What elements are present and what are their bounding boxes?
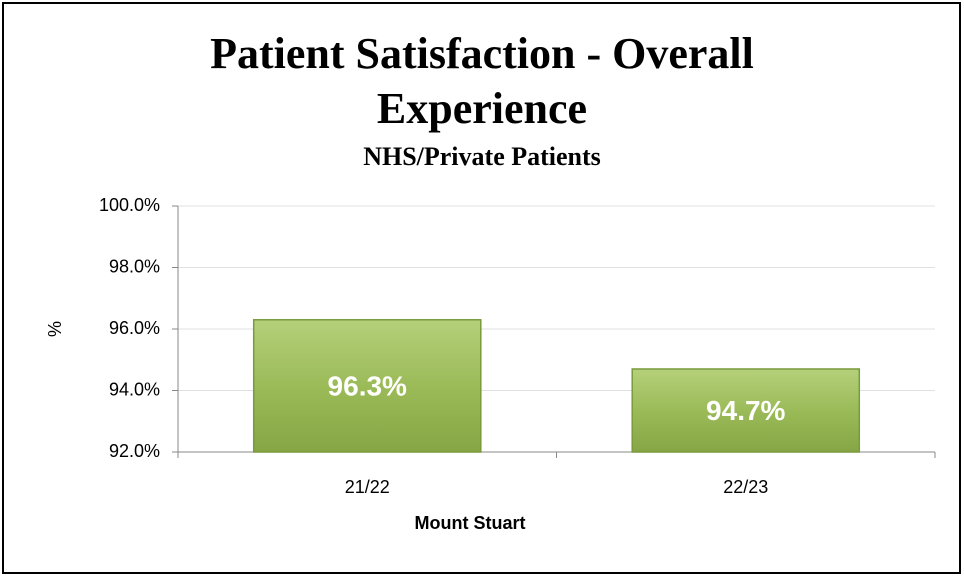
x-tick-label: 21/22 <box>345 477 390 497</box>
y-tick-label: 100.0% <box>99 195 160 215</box>
chart-subtitle: NHS/Private Patients <box>363 142 601 171</box>
y-tick-label: 94.0% <box>109 379 160 399</box>
y-tick-label: 92.0% <box>109 441 160 461</box>
x-tick-label: 22/23 <box>723 477 768 497</box>
bar <box>252 319 482 453</box>
y-tick-label: 96.0% <box>109 318 160 338</box>
y-tick-label: 98.0% <box>109 256 160 276</box>
data-label: 96.3% <box>328 370 407 401</box>
chart-title: Patient Satisfaction - Overall Experienc… <box>210 29 754 133</box>
y-axis-label: % <box>45 321 65 337</box>
data-label: 94.7% <box>706 395 785 426</box>
bar <box>631 368 861 453</box>
x-axis-label: Mount Stuart <box>415 513 526 533</box>
